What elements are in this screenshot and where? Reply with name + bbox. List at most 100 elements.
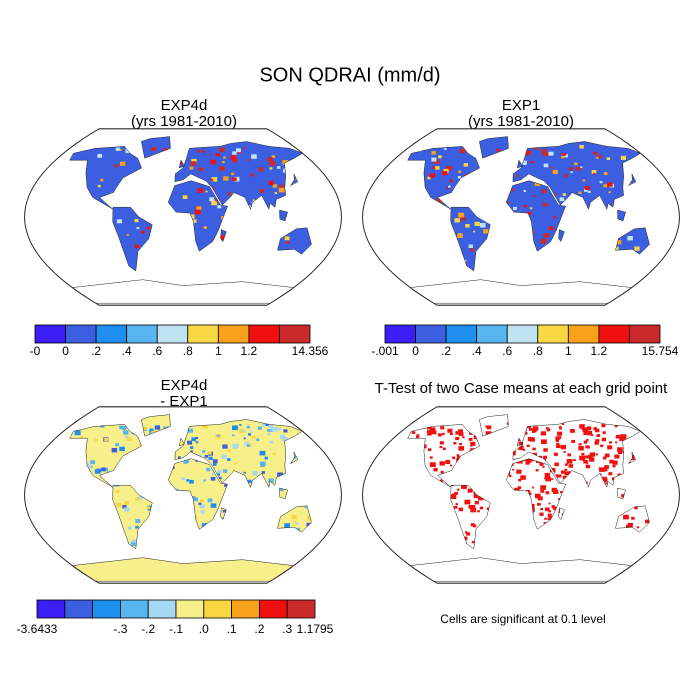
field-spot — [518, 441, 524, 446]
field-spot — [259, 450, 266, 456]
field-spot — [541, 439, 547, 445]
field-spot — [453, 505, 458, 509]
field-spot — [615, 434, 621, 439]
land — [479, 136, 509, 159]
land — [407, 424, 480, 488]
field-spot — [526, 458, 532, 463]
field-spot — [623, 438, 626, 440]
field-spot — [195, 437, 199, 440]
field-spot — [239, 429, 244, 433]
field-spot — [232, 158, 238, 163]
field-spot — [224, 482, 230, 488]
field-spot — [601, 476, 607, 481]
coastline — [505, 458, 566, 530]
field-spot — [126, 233, 129, 236]
field-spot — [601, 423, 606, 428]
colorbar-label: 1.1795 — [297, 622, 334, 636]
colorbar-box — [231, 599, 260, 619]
field-spot — [74, 430, 81, 436]
colorbar-label: 0 — [412, 344, 419, 358]
field-spot — [115, 502, 122, 508]
colorbar-box — [384, 324, 416, 344]
field-spot — [141, 230, 145, 234]
field-spot — [534, 181, 540, 187]
colorbar-box — [217, 324, 250, 344]
colorbar-label: -.1 — [169, 622, 183, 636]
colorbar-label: .2 — [91, 344, 101, 358]
field-spot — [97, 154, 103, 158]
field-spot — [535, 469, 539, 472]
field-spot — [587, 190, 591, 193]
field-spot — [459, 442, 463, 446]
field-spot — [608, 472, 613, 476]
colorbar-box — [258, 599, 288, 619]
field-spot — [189, 214, 195, 219]
field-spot — [465, 224, 470, 228]
colorbar-box — [92, 599, 121, 619]
field-spot — [645, 519, 650, 524]
field-spot — [589, 457, 595, 462]
field-spot — [596, 434, 601, 437]
field-spot — [130, 541, 136, 546]
field-spot — [567, 453, 572, 457]
field-spot — [615, 239, 622, 245]
field-spot — [543, 448, 548, 452]
antarctica — [409, 557, 633, 582]
field-spot — [458, 170, 462, 174]
field-spot — [556, 444, 561, 449]
field-spot — [612, 460, 618, 465]
field-spot — [284, 523, 290, 528]
field-spot — [593, 427, 598, 431]
land — [615, 227, 650, 255]
field-spot — [593, 151, 597, 155]
field-spot — [471, 541, 475, 544]
field-spot — [198, 453, 202, 457]
field-spot — [470, 444, 473, 447]
field-spot — [444, 148, 447, 151]
field-spot — [602, 431, 606, 434]
field-spot — [282, 160, 289, 165]
field-spot — [274, 192, 278, 194]
field-spot — [247, 159, 251, 162]
field-spot — [608, 191, 611, 194]
field-spot — [595, 428, 600, 433]
field-spot — [609, 459, 614, 464]
field-spot — [474, 500, 479, 505]
field-spot — [212, 187, 215, 190]
field-spot — [149, 428, 154, 432]
field-spot — [131, 539, 136, 543]
field-spot — [458, 212, 464, 218]
field-spot — [279, 487, 284, 491]
field-spot — [191, 437, 197, 442]
field-spot — [277, 166, 281, 169]
field-spot — [236, 148, 241, 153]
field-spot — [206, 467, 211, 472]
map-border — [362, 406, 680, 584]
field-spot — [259, 461, 266, 467]
land — [407, 146, 480, 210]
field-spot — [146, 226, 151, 230]
field-spot — [203, 462, 207, 465]
field-spot — [133, 540, 137, 543]
field-spot — [268, 478, 274, 483]
field-spot — [570, 171, 573, 174]
field-spot — [468, 244, 473, 248]
field-spot — [199, 504, 205, 509]
field-spot — [124, 501, 129, 506]
field-spot — [217, 473, 220, 476]
field-spot — [218, 476, 222, 480]
field-spot — [473, 492, 476, 494]
field-spot — [466, 532, 471, 536]
colorbar-box — [65, 324, 97, 344]
field-spot — [194, 209, 201, 215]
field-spot — [458, 432, 464, 437]
field-spot — [277, 472, 284, 478]
coastline — [512, 419, 642, 488]
field-spot — [439, 445, 443, 449]
coastline — [141, 136, 171, 159]
land — [174, 419, 303, 488]
field-spot — [512, 206, 517, 210]
field-spot — [470, 507, 477, 513]
field-spot — [528, 428, 533, 431]
field-spot — [578, 191, 582, 195]
